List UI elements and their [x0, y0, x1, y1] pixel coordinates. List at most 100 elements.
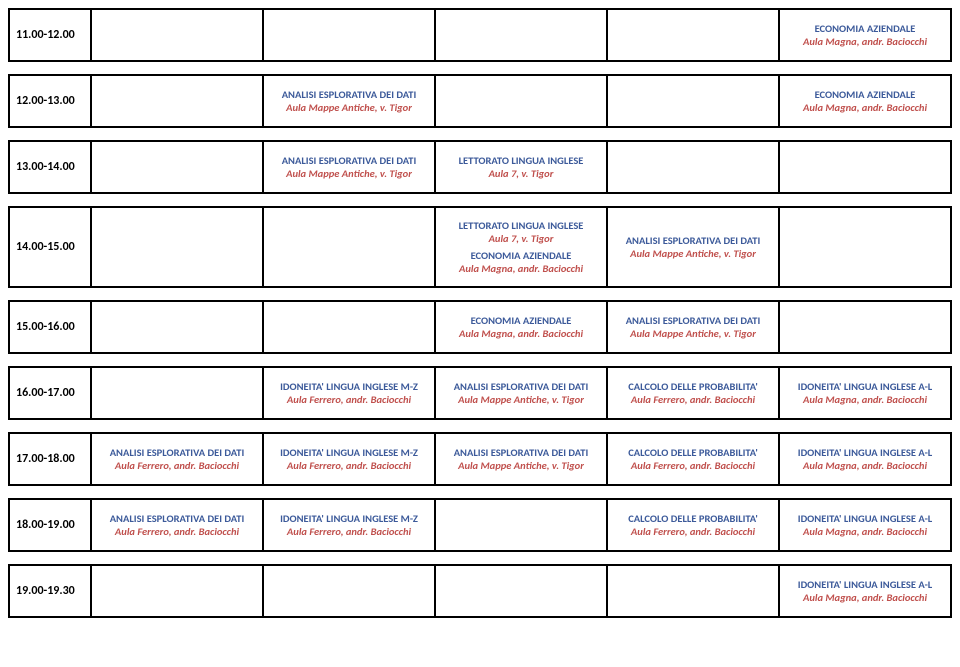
slot-cell	[608, 142, 780, 192]
slot-cell	[264, 566, 436, 616]
course-room: Aula Mappe Antiche, v. Tigor	[286, 101, 412, 114]
course-block: IDONEITA' LINGUA INGLESE A-LAula Magna, …	[782, 446, 948, 472]
time-cell: 15.00-16.00	[10, 302, 92, 352]
slot-cell	[608, 566, 780, 616]
course-title: ANALISI ESPLORATIVA DEI DATI	[282, 88, 417, 101]
course-title: IDONEITA' LINGUA INGLESE M-Z	[280, 380, 418, 393]
slot-cell: ANALISI ESPLORATIVA DEI DATIAula Mappe A…	[608, 208, 780, 286]
schedule-row: 13.00-14.00ANALISI ESPLORATIVA DEI DATIA…	[8, 140, 952, 194]
course-block: CALCOLO DELLE PROBABILITA'Aula Ferrero, …	[610, 380, 776, 406]
course-room: Aula Ferrero, andr. Baciocchi	[115, 525, 239, 538]
schedule-row: 16.00-17.00IDONEITA' LINGUA INGLESE M-ZA…	[8, 366, 952, 420]
course-title: ANALISI ESPLORATIVA DEI DATI	[110, 512, 245, 525]
course-block: ECONOMIA AZIENDALEAula Magna, andr. Baci…	[438, 314, 604, 340]
course-title: ANALISI ESPLORATIVA DEI DATI	[454, 446, 589, 459]
schedule-table: 11.00-12.00ECONOMIA AZIENDALEAula Magna,…	[8, 8, 952, 618]
course-block: ECONOMIA AZIENDALEAula Magna, andr. Baci…	[438, 249, 604, 275]
slot-cell: ANALISI ESPLORATIVA DEI DATIAula Mappe A…	[264, 76, 436, 126]
slot-cell	[780, 142, 950, 192]
slot-cell: LETTORATO LINGUA INGLESEAula 7, v. Tigor…	[436, 208, 608, 286]
slot-cell	[608, 10, 780, 60]
slot-cell: IDONEITA' LINGUA INGLESE M-ZAula Ferrero…	[264, 434, 436, 484]
slot-cell: ANALISI ESPLORATIVA DEI DATIAula Ferrero…	[92, 500, 264, 550]
slot-cell	[264, 302, 436, 352]
slot-cell: CALCOLO DELLE PROBABILITA'Aula Ferrero, …	[608, 500, 780, 550]
course-room: Aula Mappe Antiche, v. Tigor	[630, 327, 756, 340]
slot-cell: ECONOMIA AZIENDALEAula Magna, andr. Baci…	[436, 302, 608, 352]
course-title: IDONEITA' LINGUA INGLESE A-L	[798, 578, 932, 591]
slot-cell: ANALISI ESPLORATIVA DEI DATIAula Mappe A…	[608, 302, 780, 352]
course-title: ANALISI ESPLORATIVA DEI DATI	[626, 314, 761, 327]
course-title: CALCOLO DELLE PROBABILITA'	[628, 512, 758, 525]
slot-cell	[92, 142, 264, 192]
slot-cell	[780, 302, 950, 352]
course-title: ECONOMIA AZIENDALE	[471, 314, 572, 327]
schedule-row: 14.00-15.00LETTORATO LINGUA INGLESEAula …	[8, 206, 952, 288]
slot-cell: IDONEITA' LINGUA INGLESE A-LAula Magna, …	[780, 500, 950, 550]
course-block: IDONEITA' LINGUA INGLESE M-ZAula Ferrero…	[266, 380, 432, 406]
time-cell: 17.00-18.00	[10, 434, 92, 484]
course-block: ANALISI ESPLORATIVA DEI DATIAula Mappe A…	[610, 234, 776, 260]
course-title: IDONEITA' LINGUA INGLESE M-Z	[280, 446, 418, 459]
slot-cell: ANALISI ESPLORATIVA DEI DATIAula Mappe A…	[436, 368, 608, 418]
slot-cell: IDONEITA' LINGUA INGLESE A-LAula Magna, …	[780, 368, 950, 418]
course-block: CALCOLO DELLE PROBABILITA'Aula Ferrero, …	[610, 446, 776, 472]
slot-cell: LETTORATO LINGUA INGLESEAula 7, v. Tigor	[436, 142, 608, 192]
course-title: ECONOMIA AZIENDALE	[815, 88, 916, 101]
course-room: Aula 7, v. Tigor	[489, 232, 554, 245]
slot-cell: ECONOMIA AZIENDALEAula Magna, andr. Baci…	[780, 10, 950, 60]
schedule-row: 17.00-18.00ANALISI ESPLORATIVA DEI DATIA…	[8, 432, 952, 486]
course-room: Aula Magna, andr. Baciocchi	[803, 101, 927, 114]
course-room: Aula Ferrero, andr. Baciocchi	[287, 525, 411, 538]
slot-cell: ANALISI ESPLORATIVA DEI DATIAula Mappe A…	[264, 142, 436, 192]
course-room: Aula Ferrero, andr. Baciocchi	[115, 459, 239, 472]
course-block: ANALISI ESPLORATIVA DEI DATIAula Mappe A…	[266, 88, 432, 114]
course-title: ANALISI ESPLORATIVA DEI DATI	[282, 154, 417, 167]
slot-cell	[92, 10, 264, 60]
slot-cell	[264, 10, 436, 60]
course-title: CALCOLO DELLE PROBABILITA'	[628, 380, 758, 393]
course-block: ECONOMIA AZIENDALEAula Magna, andr. Baci…	[782, 88, 948, 114]
course-block: ANALISI ESPLORATIVA DEI DATIAula Mappe A…	[438, 446, 604, 472]
time-cell: 18.00-19.00	[10, 500, 92, 550]
course-room: Aula Magna, andr. Baciocchi	[803, 393, 927, 406]
course-room: Aula Magna, andr. Baciocchi	[803, 35, 927, 48]
course-room: Aula Mappe Antiche, v. Tigor	[458, 459, 584, 472]
course-title: LETTORATO LINGUA INGLESE	[459, 154, 584, 167]
schedule-row: 19.00-19.30IDONEITA' LINGUA INGLESE A-LA…	[8, 564, 952, 618]
course-block: IDONEITA' LINGUA INGLESE M-ZAula Ferrero…	[266, 446, 432, 472]
course-room: Aula Mappe Antiche, v. Tigor	[458, 393, 584, 406]
slot-cell	[264, 208, 436, 286]
slot-cell: IDONEITA' LINGUA INGLESE M-ZAula Ferrero…	[264, 500, 436, 550]
course-block: CALCOLO DELLE PROBABILITA'Aula Ferrero, …	[610, 512, 776, 538]
course-block: ANALISI ESPLORATIVA DEI DATIAula Ferrero…	[94, 512, 260, 538]
course-block: LETTORATO LINGUA INGLESEAula 7, v. Tigor	[438, 154, 604, 180]
slot-cell	[436, 566, 608, 616]
course-block: IDONEITA' LINGUA INGLESE A-LAula Magna, …	[782, 512, 948, 538]
slot-cell	[436, 10, 608, 60]
slot-cell	[92, 566, 264, 616]
course-room: Aula Magna, andr. Baciocchi	[459, 262, 583, 275]
slot-cell	[608, 76, 780, 126]
course-block: IDONEITA' LINGUA INGLESE A-LAula Magna, …	[782, 578, 948, 604]
course-block: IDONEITA' LINGUA INGLESE M-ZAula Ferrero…	[266, 512, 432, 538]
course-title: LETTORATO LINGUA INGLESE	[459, 219, 584, 232]
course-block: ECONOMIA AZIENDALEAula Magna, andr. Baci…	[782, 22, 948, 48]
slot-cell	[92, 368, 264, 418]
course-block: IDONEITA' LINGUA INGLESE A-LAula Magna, …	[782, 380, 948, 406]
course-block: LETTORATO LINGUA INGLESEAula 7, v. Tigor	[438, 219, 604, 245]
course-block: ANALISI ESPLORATIVA DEI DATIAula Mappe A…	[438, 380, 604, 406]
time-cell: 13.00-14.00	[10, 142, 92, 192]
course-title: ANALISI ESPLORATIVA DEI DATI	[626, 234, 761, 247]
schedule-row: 12.00-13.00ANALISI ESPLORATIVA DEI DATIA…	[8, 74, 952, 128]
slot-cell	[92, 76, 264, 126]
course-room: Aula Mappe Antiche, v. Tigor	[286, 167, 412, 180]
course-room: Aula 7, v. Tigor	[489, 167, 554, 180]
course-block: ANALISI ESPLORATIVA DEI DATIAula Ferrero…	[94, 446, 260, 472]
course-room: Aula Ferrero, andr. Baciocchi	[287, 459, 411, 472]
course-room: Aula Magna, andr. Baciocchi	[459, 327, 583, 340]
slot-cell: ECONOMIA AZIENDALEAula Magna, andr. Baci…	[780, 76, 950, 126]
course-room: Aula Magna, andr. Baciocchi	[803, 459, 927, 472]
course-title: CALCOLO DELLE PROBABILITA'	[628, 446, 758, 459]
schedule-row: 18.00-19.00ANALISI ESPLORATIVA DEI DATIA…	[8, 498, 952, 552]
